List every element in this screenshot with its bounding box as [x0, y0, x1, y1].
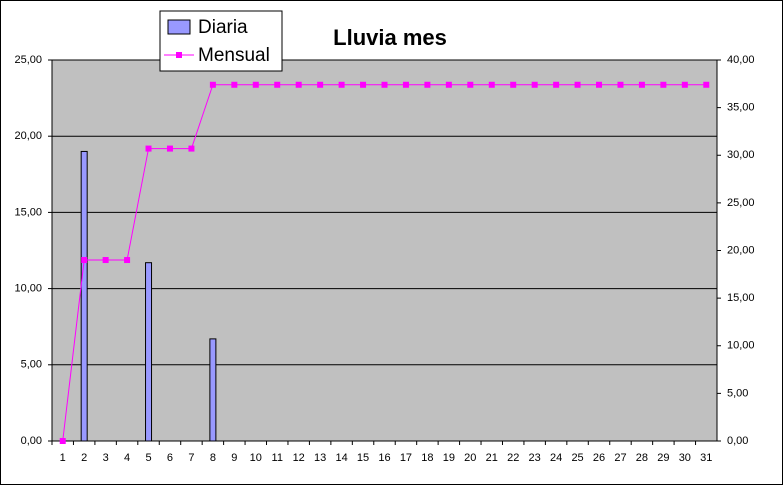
marker — [231, 81, 238, 88]
y-tick-label: 10,00 — [14, 283, 42, 295]
marker — [488, 81, 495, 88]
x-tick-label: 28 — [636, 452, 648, 464]
marker — [660, 81, 667, 88]
x-tick-label: 1 — [60, 452, 66, 464]
marker — [145, 145, 152, 152]
x-tick-label: 12 — [293, 452, 305, 464]
x-tick-label: 4 — [124, 452, 130, 464]
x-tick-label: 30 — [679, 452, 691, 464]
y2-tick-label: 30,00 — [727, 149, 755, 161]
y2-tick-label: 20,00 — [727, 244, 755, 256]
marker — [424, 81, 431, 88]
bar — [80, 150, 88, 442]
y2-tick-label: 10,00 — [727, 340, 755, 352]
marker — [596, 81, 603, 88]
marker — [381, 81, 388, 88]
y-tick-label: 25,00 — [14, 54, 42, 66]
x-tick-label: 16 — [378, 452, 390, 464]
marker — [124, 257, 131, 264]
marker — [338, 81, 345, 88]
x-tick-label: 25 — [571, 452, 583, 464]
y2-tick-label: 15,00 — [727, 292, 755, 304]
x-tick-label: 11 — [272, 452, 283, 464]
x-tick-label: 27 — [614, 452, 626, 464]
y2-tick-label: 25,00 — [727, 197, 755, 209]
x-tick-label: 26 — [593, 452, 605, 464]
y-tick-label: 20,00 — [14, 130, 42, 142]
marker — [102, 257, 109, 264]
marker — [402, 81, 409, 88]
plot-area — [51, 59, 718, 442]
y2-tick-label: 5,00 — [727, 387, 748, 399]
marker — [252, 81, 259, 88]
x-tick-label: 18 — [421, 452, 433, 464]
marker — [445, 81, 452, 88]
marker — [81, 257, 88, 264]
marker — [638, 81, 645, 88]
x-tick-label: 10 — [250, 452, 262, 464]
y-tick-label: 0,00 — [21, 435, 42, 447]
marker — [166, 145, 173, 152]
y2-tick-label: 35,00 — [727, 102, 755, 114]
x-tick-label: 29 — [657, 452, 669, 464]
x-tick-label: 14 — [335, 452, 347, 464]
marker — [295, 81, 302, 88]
x-tick-label: 17 — [400, 452, 412, 464]
marker — [317, 81, 324, 88]
marker — [553, 81, 560, 88]
legend-label: Mensual — [198, 45, 270, 66]
y2-tick-label: 0,00 — [727, 435, 748, 447]
marker — [274, 81, 281, 88]
marker — [59, 438, 66, 444]
marker — [617, 81, 624, 88]
marker — [681, 81, 688, 88]
legend-swatch — [176, 52, 182, 58]
bar — [209, 338, 217, 442]
x-tick-label: 19 — [443, 452, 455, 464]
x-tick-label: 22 — [507, 452, 519, 464]
y2-tick-label: 40,00 — [727, 54, 755, 66]
x-tick-label: 13 — [314, 452, 326, 464]
x-tick-label: 31 — [700, 452, 712, 464]
x-tick-label: 5 — [145, 452, 151, 464]
marker — [188, 145, 195, 152]
y-tick-label: 5,00 — [21, 359, 42, 371]
marker — [574, 81, 581, 88]
marker — [510, 81, 517, 88]
x-tick-label: 21 — [486, 452, 498, 464]
y-tick-label: 15,00 — [14, 206, 42, 218]
x-tick-label: 6 — [167, 452, 173, 464]
x-tick-label: 8 — [210, 452, 216, 464]
marker — [467, 81, 474, 88]
x-tick-label: 23 — [529, 452, 541, 464]
x-tick-label: 9 — [231, 452, 237, 464]
marker — [531, 81, 538, 88]
x-tick-label: 20 — [464, 452, 476, 464]
x-tick-label: 24 — [550, 452, 562, 464]
x-tick-label: 15 — [357, 452, 369, 464]
bar — [145, 262, 153, 442]
marker — [360, 81, 367, 88]
legend-label: Diaria — [198, 17, 248, 38]
x-tick-label: 2 — [81, 452, 87, 464]
marker — [703, 81, 710, 88]
x-tick-label: 7 — [188, 452, 194, 464]
x-tick-label: 3 — [103, 452, 109, 464]
chart-title: Lluvia mes — [333, 25, 447, 50]
legend-swatch — [167, 19, 191, 35]
marker — [209, 81, 216, 88]
